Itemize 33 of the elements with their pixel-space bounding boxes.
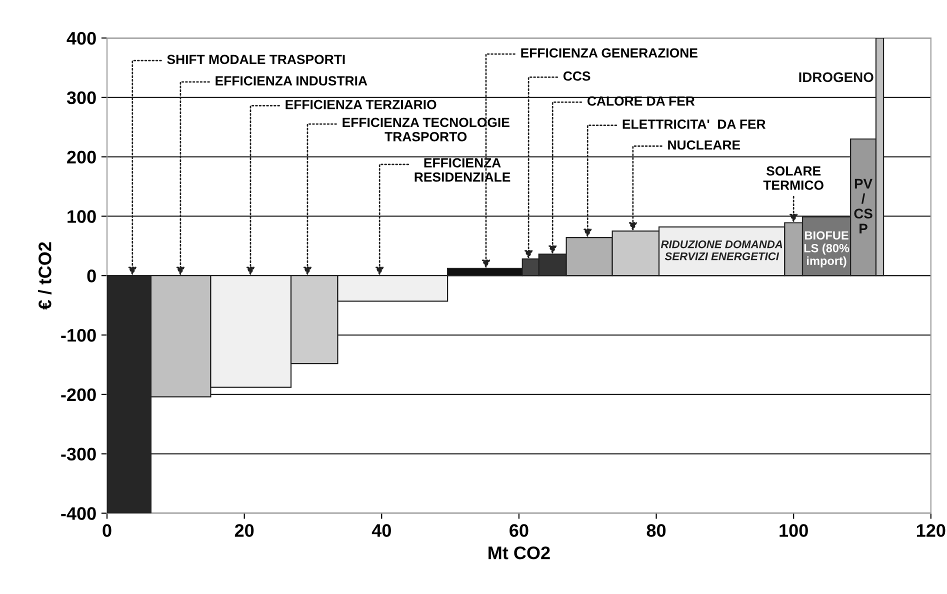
- y-tick-label: 100: [68, 210, 96, 223]
- y-axis-title: € / tCO2: [38, 242, 52, 310]
- annotation: RIDUZIONE DOMANDA SERVIZI ENERGETICI: [660, 240, 782, 260]
- x-tick-label: 80: [646, 524, 666, 537]
- x-tick-label: 0: [102, 524, 112, 537]
- y-tick-label: 0: [87, 270, 96, 282]
- annotation: PV / CS P: [854, 178, 872, 234]
- y-tick-label: -200: [61, 388, 96, 402]
- x-tick-label: 40: [372, 524, 391, 537]
- y-tick-label: -300: [61, 448, 96, 461]
- y-tick-label: -100: [61, 328, 96, 342]
- x-tick-label: 100: [780, 524, 808, 537]
- annotation: SHIFT MODALE TRASPORTI: [167, 54, 345, 64]
- annotation: NUCLEARE: [668, 140, 740, 150]
- annotation: ELETTRICITA' DA FER: [622, 120, 766, 129]
- annotation: EFFICIENZA GENERAZIONE: [521, 48, 698, 58]
- x-tick-label: 60: [510, 524, 528, 537]
- annotation: EFFICIENZA TECNOLOGIE TRASPORTO: [342, 118, 510, 142]
- annotation: BIOFUE LS (80% import): [804, 231, 850, 268]
- y-tick-label: 200: [67, 150, 96, 164]
- annotation: EFFICIENZA TERZIARIO: [286, 100, 436, 110]
- annotation: IDROGENO: [799, 72, 874, 82]
- annotation: CCS: [563, 71, 590, 81]
- x-tick-label: 120: [916, 524, 946, 537]
- y-tick-label: 300: [66, 91, 96, 104]
- annotation: SOLARE TERMICO: [763, 166, 824, 190]
- annotation: EFFICIENZA RESIDENZIALE: [414, 158, 510, 182]
- annotation: EFFICIENZA INDUSTRIA: [216, 76, 368, 86]
- x-tick-label: 20: [234, 524, 254, 537]
- y-tick-label: -400: [61, 507, 96, 520]
- annotation: CALORE DA FER: [587, 96, 695, 106]
- y-tick-label: 400: [66, 32, 96, 45]
- x-axis-title: Mt CO2: [488, 546, 550, 560]
